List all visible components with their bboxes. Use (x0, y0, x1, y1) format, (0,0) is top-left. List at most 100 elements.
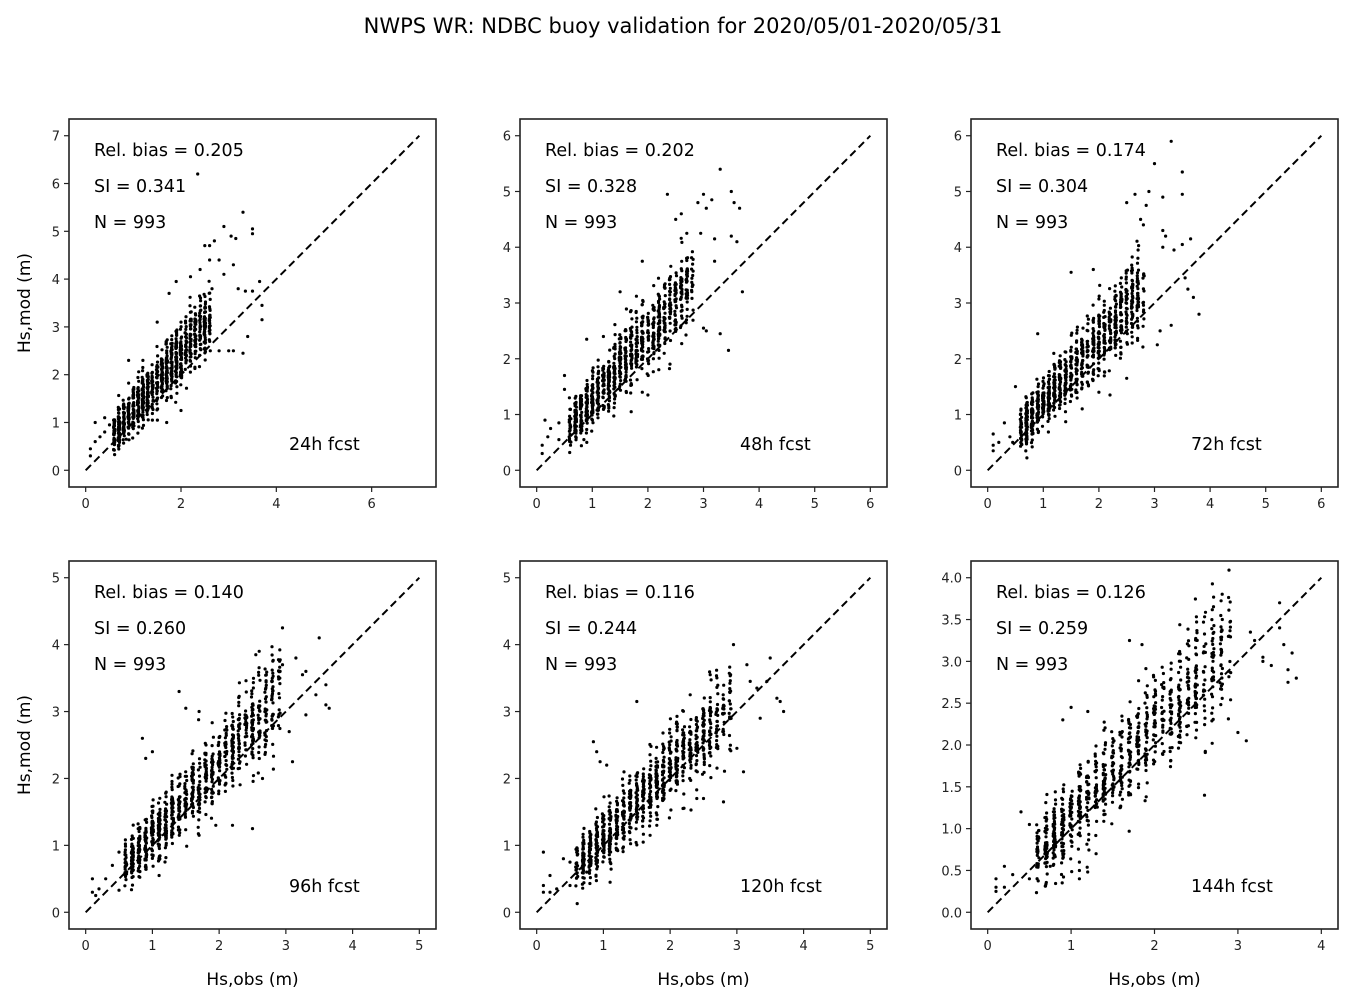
data-point (271, 671, 275, 675)
data-point (716, 747, 720, 751)
data-point (1113, 309, 1118, 313)
data-point (674, 274, 679, 278)
data-point (568, 883, 572, 888)
data-point (158, 833, 162, 837)
data-point (557, 421, 561, 425)
data-point (681, 754, 685, 758)
data-point (174, 350, 178, 355)
data-point (257, 745, 261, 749)
data-point (203, 775, 207, 779)
data-point (94, 893, 98, 898)
data-point (1091, 379, 1095, 383)
data-point (608, 850, 612, 854)
data-point (641, 810, 646, 814)
data-point (203, 758, 207, 762)
data-point (615, 803, 620, 807)
data-point (117, 888, 121, 892)
data-point (691, 262, 695, 266)
data-point (1108, 328, 1113, 332)
data-point (231, 784, 235, 788)
data-point (665, 192, 670, 196)
x-tick-label: 5 (1262, 497, 1270, 512)
data-point (679, 309, 683, 313)
data-point (1081, 354, 1085, 358)
data-point (145, 412, 149, 417)
data-point (655, 745, 659, 749)
data-point (718, 332, 722, 336)
data-point (1113, 289, 1117, 293)
data-point (579, 431, 583, 435)
data-point (1141, 303, 1146, 307)
data-point (634, 827, 638, 831)
data-point (680, 342, 684, 346)
data-point (1102, 374, 1106, 378)
data-point (595, 841, 599, 845)
plot-area (986, 135, 1323, 471)
x-tick-label: 1 (1039, 497, 1047, 512)
data-point (1074, 388, 1078, 392)
data-point (596, 365, 600, 369)
data-point (1119, 345, 1123, 349)
data-point (721, 704, 725, 708)
data-point (184, 321, 188, 325)
data-point (634, 342, 638, 346)
data-point (250, 733, 255, 737)
data-point (679, 286, 683, 290)
data-point (1025, 440, 1029, 445)
data-point (585, 427, 589, 432)
data-point (1086, 345, 1090, 349)
data-point (131, 868, 135, 872)
data-point (1058, 403, 1062, 407)
data-point (1024, 438, 1028, 442)
data-point (618, 352, 622, 356)
data-point (648, 819, 652, 823)
data-point (170, 779, 174, 784)
data-point (265, 670, 269, 674)
data-point (609, 836, 613, 840)
data-point (1120, 319, 1124, 323)
data-point (745, 663, 749, 667)
data-point (1018, 417, 1022, 421)
data-point (622, 834, 626, 838)
data-point (624, 370, 628, 374)
data-point (667, 816, 672, 820)
data-point (722, 769, 727, 773)
data-point (616, 825, 620, 829)
data-point (668, 302, 672, 306)
data-point (1069, 377, 1073, 381)
data-point (1019, 444, 1023, 448)
data-point (635, 775, 639, 779)
data-point (141, 400, 145, 404)
data-point (203, 310, 207, 315)
data-point (271, 658, 275, 663)
data-point (634, 294, 639, 298)
data-point (193, 305, 197, 309)
data-point (612, 414, 616, 418)
data-point (137, 425, 141, 429)
data-point (621, 846, 625, 850)
data-point (688, 725, 692, 729)
data-point (1075, 325, 1079, 329)
data-point (263, 697, 268, 701)
data-point (155, 408, 159, 412)
data-point (628, 789, 632, 793)
data-point (251, 739, 255, 743)
data-point (1147, 189, 1151, 194)
data-point (695, 796, 699, 801)
data-point (1136, 268, 1141, 272)
data-point (652, 316, 656, 320)
data-point (1114, 305, 1118, 309)
y-tick-label: 5 (52, 572, 60, 587)
data-point (174, 400, 178, 404)
data-point (165, 345, 169, 349)
data-point (1118, 339, 1122, 343)
data-point (657, 307, 661, 311)
data-point (270, 694, 274, 698)
data-point (680, 303, 684, 307)
data-point (702, 757, 707, 761)
data-point (150, 411, 154, 416)
data-point (594, 822, 598, 826)
data-point (702, 734, 706, 738)
data-point (211, 763, 215, 767)
data-point (164, 375, 169, 379)
